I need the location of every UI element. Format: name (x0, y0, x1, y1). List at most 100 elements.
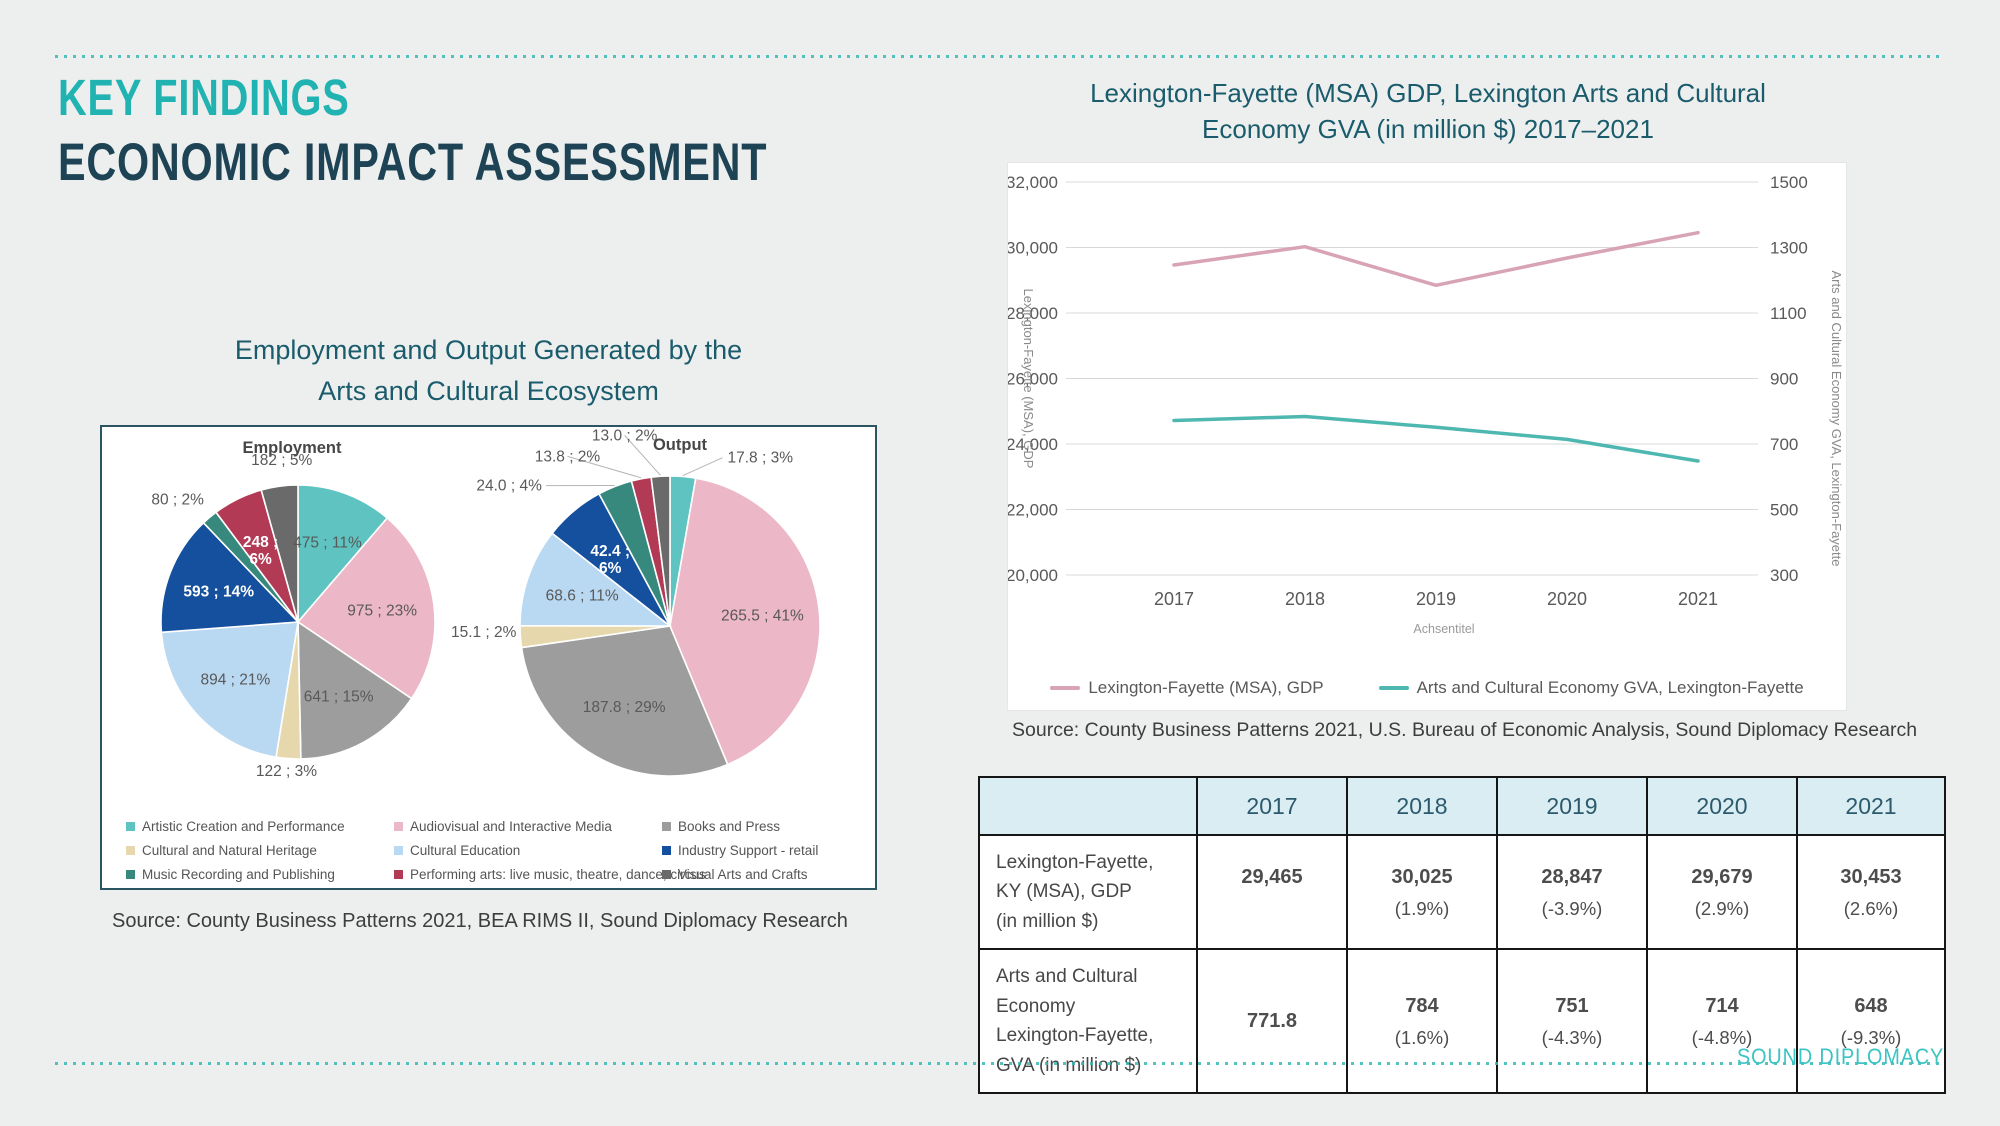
pie-slice (297, 620, 413, 760)
pie-legend-label: Cultural Education (410, 843, 521, 858)
pie-data-label: 122 ; 3% (256, 763, 317, 780)
pie-data-label: 894 ; 21% (201, 671, 271, 688)
pie-label-leader (624, 435, 661, 476)
pie-data-label: 641 ; 15% (304, 689, 374, 706)
pie-slice (650, 475, 671, 627)
table-header-cell: 2017 (1196, 776, 1348, 836)
pie-legend-label: Audiovisual and Interactive Media (410, 819, 612, 834)
table-cell-value: 30,453 (1840, 866, 1902, 889)
pie-data-label: 182 ; 5% (251, 452, 312, 469)
table-header-cell (978, 776, 1198, 836)
right-axis-tick: 900 (1770, 370, 1798, 389)
pie-label-leader (682, 457, 723, 477)
pie-title-output: Output (653, 436, 708, 454)
legend-swatch-icon (394, 846, 403, 855)
pie-legend-item: Artistic Creation and Performance (126, 819, 394, 834)
left-axis-tick: 32,000 (1008, 173, 1058, 192)
pie-data-label: 80 ; 2% (151, 491, 204, 508)
pie-label-leader (567, 455, 642, 479)
table-cell: 28,847 (-3.9%) (1496, 833, 1648, 951)
table-header-row: 2017 2018 2019 2020 2021 (978, 776, 1946, 836)
left-axis-title: Lexington-Fayette (MSA), GDP (1021, 289, 1036, 469)
right-axis-tick: 1500 (1770, 173, 1808, 192)
pie-data-label: 24.0 ; 4% (476, 478, 542, 495)
legend-swatch-icon (126, 822, 135, 831)
bottom-divider (55, 1062, 1942, 1065)
pie-charts: Employment 475 ; 11% 975 ; 23% 641 ; 15% 122… (151, 427, 821, 780)
table-row-label: Arts and Cultural Economy Lexington-Fayett… (978, 948, 1198, 1095)
table-cell-value: 29,465 (1241, 866, 1303, 889)
pie-legend-item: Performing arts: live music, theatre, da… (394, 867, 706, 882)
pie-slice (297, 484, 389, 625)
legend-swatch-icon (394, 870, 403, 879)
legend-swatch-icon (126, 846, 135, 855)
pie-legend-label: Visual Arts and Crafts (678, 867, 808, 882)
line-legend-label: Arts and Cultural Economy GVA, Lexington… (1416, 678, 1804, 697)
right-axis-tick: 1100 (1770, 304, 1807, 323)
pie-legend-label: Music Recording and Publishing (142, 867, 335, 882)
pie-legend-item: Music Recording and Publishing (126, 867, 394, 882)
table-cell-percent: (-4.3%) (1541, 1027, 1603, 1049)
pie-data-label: 248 ; 6% (243, 534, 278, 568)
pie-legend-item: Industry Support - retail (662, 843, 867, 858)
table-cell-percent: (1.6%) (1394, 1027, 1450, 1049)
pie-source-note: Source: County Business Patterns 2021, B… (112, 910, 848, 932)
pie-title-employment: Employment (242, 439, 342, 457)
left-axis-tick: 26,000 (1008, 370, 1058, 389)
pie-slice (669, 477, 821, 766)
table-cell-percent: (1.9%) (1394, 898, 1450, 920)
table-cell-percent: (-3.9%) (1541, 898, 1603, 920)
pie-slice (160, 521, 300, 634)
left-axis-tick: 22,000 (1008, 501, 1058, 520)
pie-legend-label: Performing arts: live music, theatre, da… (410, 867, 706, 882)
table-cell-value: 648 (1854, 995, 1888, 1018)
page-subtitle: ECONOMIC IMPACT ASSESSMENT (58, 133, 768, 193)
legend-swatch-icon (126, 870, 135, 879)
series-line (1172, 230, 1700, 288)
pie-legend-label: Cultural and Natural Heritage (142, 843, 317, 858)
pie-data-label: 13.0 ; 2% (592, 427, 658, 444)
pie-legend-label: Books and Press (678, 819, 781, 834)
header: KEY FINDINGS ECONOMIC IMPACT ASSESSMENT (58, 69, 967, 193)
table-cell: 771.8 (1196, 948, 1348, 1095)
right-axis-tick: 1300 (1770, 239, 1808, 258)
line-legend-label: Lexington-Fayette (MSA), GDP (1088, 678, 1324, 697)
table-cell-value: 771.8 (1246, 1010, 1298, 1033)
pie-data-label: 475 ; 11% (293, 534, 362, 551)
page-title: KEY FINDINGS (58, 69, 350, 126)
table-cell: 30,025 (1.9%) (1346, 833, 1498, 951)
pie-data-label: 593 ; 14% (183, 584, 254, 601)
legend-swatch-icon (662, 846, 671, 855)
pie-section-title-line1: Employment and Output Generated by the (234, 335, 743, 365)
pie-legend-label: Industry Support - retail (678, 843, 819, 858)
line-chart-title-line1: Lexington-Fayette (MSA) GDP, Lexington A… (1090, 78, 1766, 108)
x-axis-title: Achsentitel (1413, 622, 1474, 636)
table-cell-value: 28,847 (1541, 866, 1603, 889)
pie-data-label: 17.8 ; 3% (728, 450, 794, 467)
legend-swatch-icon (662, 870, 671, 879)
pie-legend-item: Cultural Education (394, 843, 662, 858)
table-cell-value: 29,679 (1691, 866, 1753, 889)
pie-chart-panel: Employment 475 ; 11% 975 ; 23% 641 ; 15% 122… (100, 425, 877, 890)
table-cell-value: 784 (1405, 995, 1439, 1018)
table-cell: 784 (1.6%) (1346, 948, 1498, 1095)
pie-legend: Artistic Creation and Performance Audiovi… (102, 819, 875, 882)
table-cell: 714 (-4.8%) (1646, 948, 1798, 1095)
right-axis-tick: 700 (1770, 435, 1798, 454)
x-axis-tick: 2018 (1285, 589, 1325, 609)
right-axis-tick: 300 (1770, 566, 1798, 585)
line-chart-title-line2: Economy GVA (in million $) 2017–2021 (1202, 114, 1654, 145)
pie-slice (260, 484, 299, 623)
table-cell: 30,453 (2.6%) (1796, 833, 1946, 951)
line-legend-item: Arts and Cultural Economy GVA, Lexington… (1378, 678, 1804, 698)
line-chart: 32,000 1500 30,000 1300 28,000 1100 26,000 900 2… (1006, 173, 1844, 636)
table-cell-percent: (2.6%) (1843, 898, 1899, 920)
table-row: Arts and Cultural Economy Lexington-Fayett… (978, 948, 1946, 1095)
table-header-cell: 2021 (1796, 776, 1946, 836)
pie-legend-item: Cultural and Natural Heritage (126, 843, 394, 858)
pie-data-label: 187.8 ; 29% (583, 699, 666, 716)
left-axis-tick: 20,000 (1008, 566, 1058, 585)
line-chart-panel: 32,000 1500 30,000 1300 28,000 1100 26,000 900 2… (1006, 163, 1846, 710)
legend-dash-icon (1050, 686, 1081, 690)
pie-data-label: 975 ; 23% (347, 603, 417, 620)
